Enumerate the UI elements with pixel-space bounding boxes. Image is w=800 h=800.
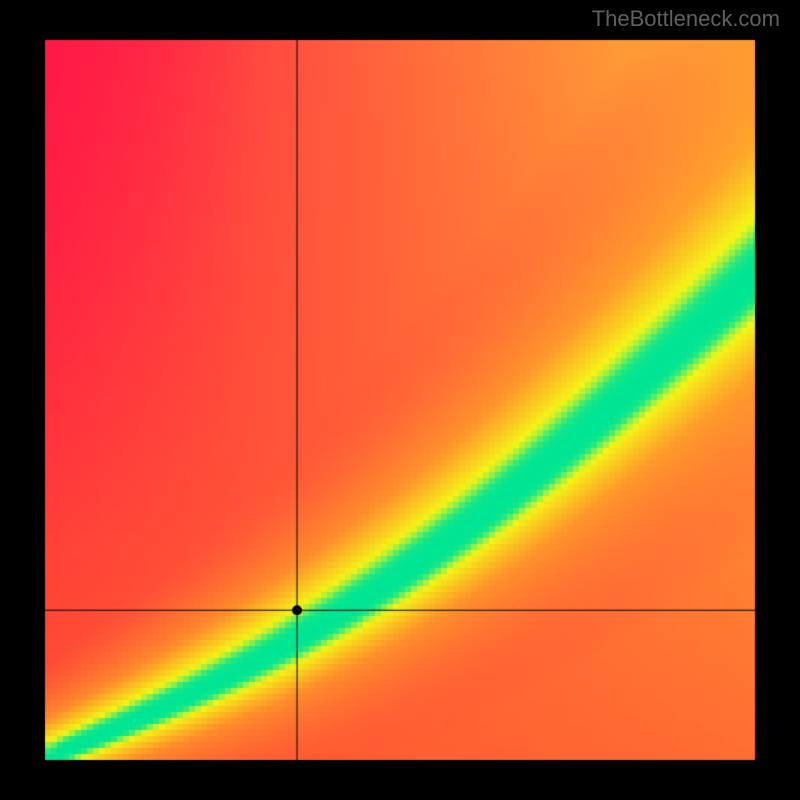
chart-container: TheBottleneck.com [0, 0, 800, 800]
watermark-text: TheBottleneck.com [592, 6, 780, 32]
bottleneck-heatmap [0, 0, 800, 800]
